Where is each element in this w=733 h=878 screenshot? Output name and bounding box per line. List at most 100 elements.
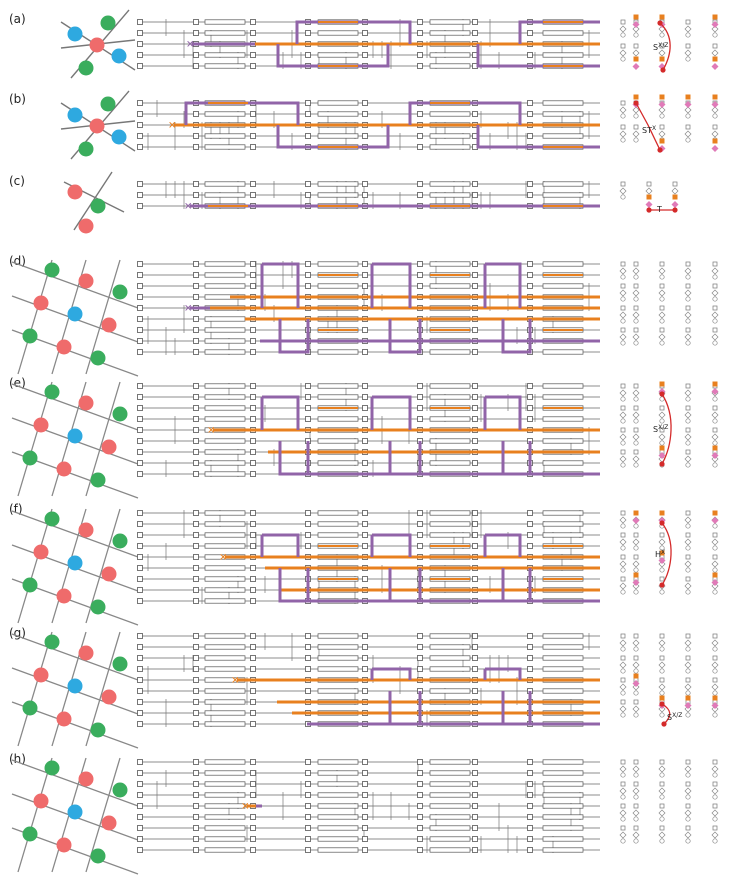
ancilla-box [685,532,691,538]
idle-block [429,655,471,661]
measure-box [527,521,533,527]
measure-box [137,63,143,69]
data-diamond [619,106,627,114]
data-diamond [619,661,627,669]
highlight-box [712,94,718,100]
measure-box [250,532,256,538]
measure-box [472,438,478,444]
data-node [712,690,718,696]
ancilla-box [633,405,639,411]
lattice-node [90,722,106,738]
data-node [685,545,691,551]
measure-box [137,405,143,411]
ancilla-box [659,405,665,411]
ancilla-box [633,283,639,289]
measure-box [137,792,143,798]
highlight-diamond [632,517,640,524]
measure-box [193,688,199,694]
measure-box [250,144,256,150]
lattice-node [44,511,60,527]
idle-block [542,836,584,842]
idle-block [317,792,359,798]
data-diamond [632,705,640,713]
idle-block [542,52,584,58]
ancilla-box [633,655,639,661]
measure-box [137,41,143,47]
measure-box [137,576,143,582]
measure-box [362,688,368,694]
data-diamond [632,765,640,773]
data-diamond [658,639,666,647]
highlight-box [659,138,665,144]
highlight-diamond [684,702,692,709]
idle-block [429,510,471,516]
ancilla-box [620,825,626,831]
idle-block [204,52,246,58]
data-node [685,137,691,143]
measure-box [472,847,478,853]
highlight-box [712,14,718,20]
data-node [620,838,626,844]
highlight-diamond [632,579,640,586]
measure-box [417,283,423,289]
measure-box [137,598,143,604]
measure-box [250,349,256,355]
data-diamond [658,765,666,773]
measure-box [137,847,143,853]
measure-box [362,30,368,36]
lattice-d [11,259,139,377]
idle-block [317,814,359,820]
ancilla-box [659,803,665,809]
data-node [633,712,639,718]
measure-box [137,699,143,705]
lattice-node [22,450,38,466]
idle-block [429,521,471,527]
idle-block [317,688,359,694]
lattice-node [112,782,128,798]
data-diamond [632,809,640,817]
idle-block [542,416,584,422]
measure-box [527,52,533,58]
measure-box [250,521,256,527]
measure-box [305,510,311,516]
highlight-box [633,14,639,20]
measure-box [137,633,143,639]
data-node [620,772,626,778]
measure-box [417,383,423,389]
measure-box [417,543,423,549]
measure-box [527,111,533,117]
overlay-g: ✕ [231,667,600,726]
data-node [620,56,626,62]
measure-box [193,759,199,765]
panel-label-a: (a) [9,12,26,26]
highlight-box [659,445,665,451]
measure-box [137,666,143,672]
lattice-bond [17,508,53,624]
stabilizer-map-c: T [619,181,679,214]
data-diamond [632,267,640,275]
lattice-node [67,306,83,322]
data-node [659,668,665,674]
ancilla-box [685,759,691,765]
data-node [620,137,626,143]
lattice-node [33,417,49,433]
ancilla-box [620,554,626,560]
ancilla-box [712,825,718,831]
ancilla-box [620,803,626,809]
data-node [633,838,639,844]
lattice-node [78,522,94,538]
measure-box [305,770,311,776]
ancilla-box [685,305,691,311]
measure-box [362,781,368,787]
highlight-box [633,572,639,578]
idle-block [429,644,471,650]
idle-block [429,666,471,672]
lattice-e [11,381,139,499]
idle-block [204,770,246,776]
measure-box [527,261,533,267]
measure-box [362,133,368,139]
measure-box [137,438,143,444]
measure-box [417,836,423,842]
measure-box [137,133,143,139]
measure-box [137,52,143,58]
